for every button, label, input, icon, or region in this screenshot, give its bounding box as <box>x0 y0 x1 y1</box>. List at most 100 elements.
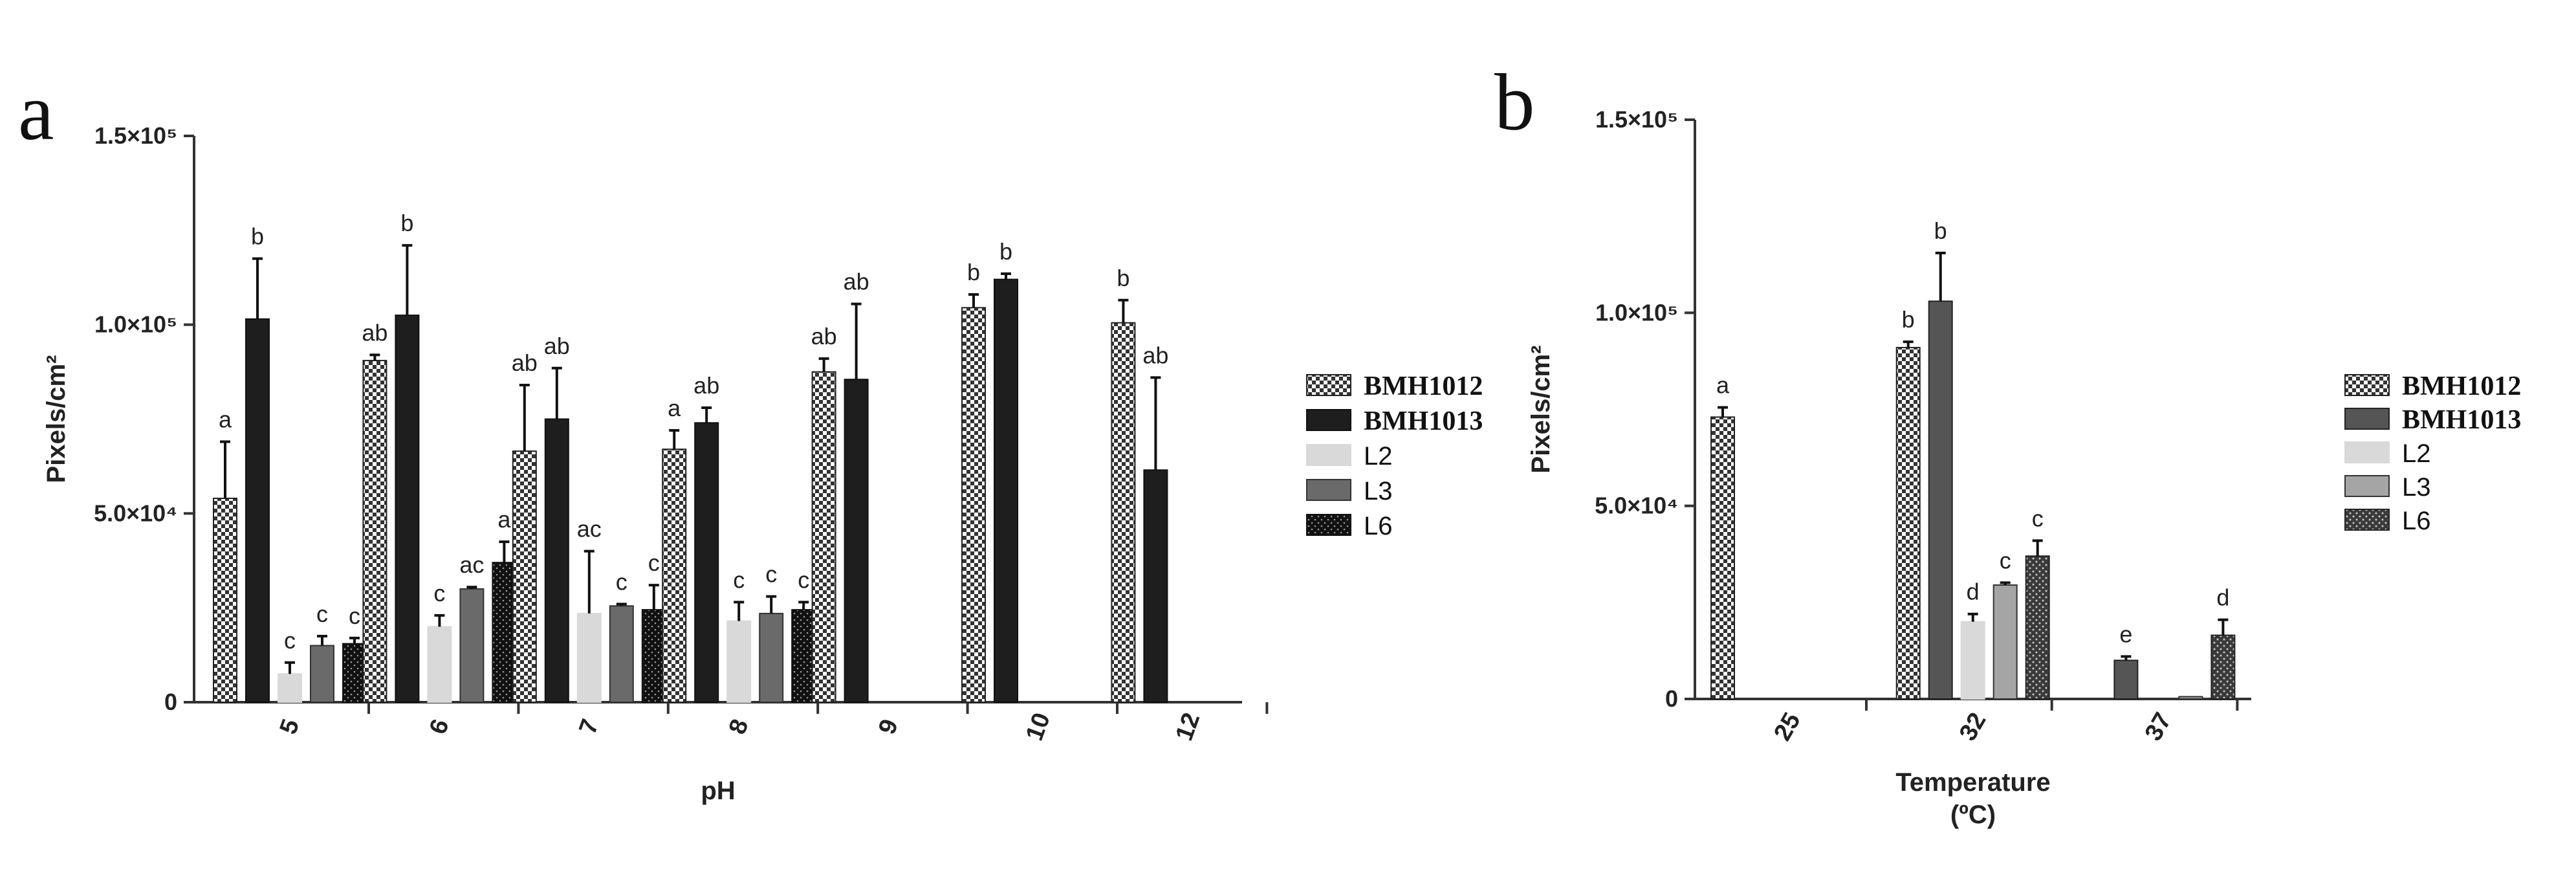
legend-label: L3 <box>1364 477 1393 505</box>
legend-swatch <box>1306 444 1351 466</box>
bar <box>576 612 602 703</box>
legend-swatch <box>1306 479 1351 501</box>
significance-label: b <box>400 210 413 236</box>
x-axis-unit: (ºC) <box>1950 801 1996 829</box>
legend-swatch <box>2344 475 2390 497</box>
significance-label: c <box>2032 505 2044 531</box>
legend-label: BMH1013 <box>1364 406 1483 436</box>
significance-label: c <box>648 549 660 576</box>
bar <box>2113 659 2139 700</box>
legend-label: L2 <box>1364 442 1393 471</box>
x-tick-label: 8 <box>724 716 754 738</box>
y-tick-label: 1.5×10⁵ <box>94 122 177 149</box>
significance-label: c <box>765 561 777 588</box>
significance-label: a <box>497 506 511 533</box>
bar <box>994 278 1018 703</box>
significance-label: c <box>733 566 745 593</box>
significance-label: c <box>349 603 360 629</box>
significance-label: ac <box>459 551 484 578</box>
y-axis-title: Pixels/cm² <box>42 355 71 483</box>
significance-label: a <box>1716 372 1730 399</box>
bar <box>1710 416 1735 700</box>
significance-label: b <box>1902 306 1915 333</box>
y-tick-label: 0 <box>164 689 177 715</box>
bar <box>961 307 986 703</box>
y-tick-label: 1.5×10⁵ <box>1595 106 1678 133</box>
significance-label: a <box>219 406 232 433</box>
bar <box>1992 584 2018 700</box>
significance-label: c <box>316 601 328 627</box>
significance-label: ab <box>512 349 538 376</box>
y-tick-label: 1.0×10⁵ <box>94 311 177 338</box>
legend-swatch <box>1306 374 1351 396</box>
significance-label: ab <box>1142 342 1168 368</box>
significance-label: ab <box>693 372 719 399</box>
bar <box>362 360 387 703</box>
bar <box>1960 621 1985 700</box>
x-tick-label: 32 <box>1954 708 1992 746</box>
y-tick-label: 0 <box>1665 685 1678 712</box>
significance-label: ac <box>577 516 602 542</box>
bar <box>310 645 334 703</box>
x-tick-label: 10 <box>1021 709 1056 744</box>
legend-label: L3 <box>2402 473 2431 502</box>
legend-label: BMH1012 <box>1364 371 1483 401</box>
significance-label: c <box>798 566 809 593</box>
significance-label: ab <box>544 333 570 359</box>
legend-swatch <box>2344 374 2390 396</box>
legend-label: L2 <box>2402 439 2431 468</box>
bar <box>213 498 237 703</box>
significance-label: b <box>999 238 1012 265</box>
bar <box>395 315 420 703</box>
legend-swatch <box>1306 409 1351 431</box>
y-tick-label: 5.0×10⁴ <box>94 500 177 526</box>
panel-label: a <box>18 68 54 157</box>
significance-label: c <box>284 627 296 654</box>
legend-label: L6 <box>1364 512 1393 540</box>
bar <box>2178 696 2203 700</box>
x-tick-label: 12 <box>1170 709 1205 744</box>
significance-label: b <box>251 223 264 250</box>
bar <box>459 588 485 703</box>
bar <box>609 605 634 703</box>
x-axis-title: Temperature <box>1895 768 2050 797</box>
significance-label: a <box>668 395 681 421</box>
significance-label: d <box>1967 579 1980 605</box>
bar <box>726 620 752 703</box>
bar <box>492 562 517 703</box>
significance-label: e <box>2119 621 2132 647</box>
significance-label: c <box>616 568 628 595</box>
bar <box>694 422 719 703</box>
legend-swatch <box>2344 441 2390 463</box>
bar <box>662 449 687 703</box>
bar <box>1895 347 1921 700</box>
significance-label: ab <box>811 323 837 349</box>
bar <box>1143 469 1168 703</box>
x-tick-label: 9 <box>873 716 904 738</box>
significance-label: b <box>967 259 980 285</box>
bar <box>2210 634 2236 700</box>
significance-label: c <box>2000 547 2011 573</box>
significance-label: ab <box>362 319 387 346</box>
panel-label: b <box>1494 58 1535 148</box>
bar <box>811 371 836 703</box>
legend-swatch <box>2344 509 2390 531</box>
bar <box>512 450 537 703</box>
x-tick-label: 6 <box>424 716 455 738</box>
bar <box>2025 555 2050 700</box>
bar <box>342 643 367 703</box>
bar <box>759 612 784 703</box>
x-axis-title: pH <box>701 777 735 805</box>
significance-label: b <box>1117 265 1130 291</box>
x-tick-label: 37 <box>2140 708 2178 746</box>
legend-label: BMH1012 <box>2402 371 2521 401</box>
y-tick-label: 1.0×10⁵ <box>1595 299 1678 326</box>
significance-label: b <box>1934 217 1947 244</box>
x-tick-label: 7 <box>574 716 604 738</box>
bar <box>1928 300 1953 700</box>
bar <box>1111 322 1136 703</box>
legend-swatch <box>1306 514 1351 536</box>
y-tick-label: 5.0×10⁴ <box>1595 493 1678 519</box>
